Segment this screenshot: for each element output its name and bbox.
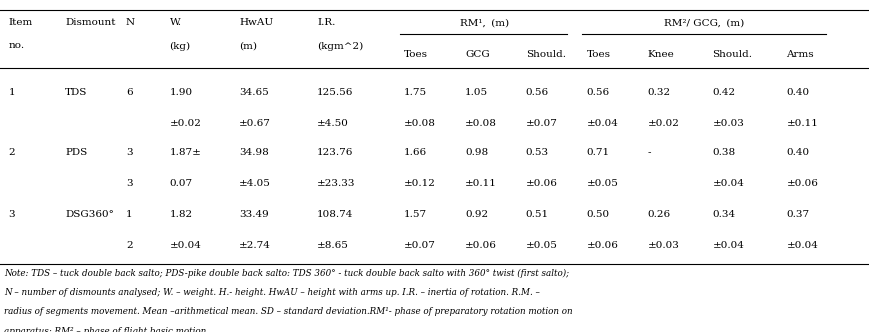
Text: Should.: Should. [526,50,566,59]
Text: 0.50: 0.50 [587,210,610,219]
Text: 0.56: 0.56 [587,88,610,97]
Text: Dismount: Dismount [65,18,116,27]
Text: ±0.08: ±0.08 [465,119,497,127]
Text: 3: 3 [126,148,133,157]
Text: ±0.08: ±0.08 [404,119,436,127]
Text: 34.65: 34.65 [239,88,269,97]
Text: ±0.05: ±0.05 [587,179,619,188]
Text: 33.49: 33.49 [239,210,269,219]
Text: 0.40: 0.40 [786,88,810,97]
Text: -: - [647,148,651,157]
Text: 0.92: 0.92 [465,210,488,219]
Text: ±0.04: ±0.04 [786,241,819,250]
Text: 108.74: 108.74 [317,210,354,219]
Text: no.: no. [9,42,25,50]
Text: 1: 1 [126,210,133,219]
Text: 0.07: 0.07 [169,179,193,188]
Text: PDS: PDS [65,148,88,157]
Text: (kgm^2): (kgm^2) [317,42,363,50]
Text: 3: 3 [126,179,133,188]
Text: 0.40: 0.40 [786,148,810,157]
Text: 0.53: 0.53 [526,148,549,157]
Text: 0.56: 0.56 [526,88,549,97]
Text: 2: 2 [126,241,133,250]
Text: ±0.04: ±0.04 [713,179,745,188]
Text: 0.32: 0.32 [647,88,671,97]
Text: Note: TDS – tuck double back salto; PDS-pike double back salto: TDS 360° - tuck : Note: TDS – tuck double back salto; PDS-… [4,269,569,278]
Text: (kg): (kg) [169,42,190,50]
Text: 1.75: 1.75 [404,88,428,97]
Text: Item: Item [9,18,33,27]
Text: apparatus; RM² – phase of flight basic motion.: apparatus; RM² – phase of flight basic m… [4,327,209,332]
Text: ±0.12: ±0.12 [404,179,436,188]
Text: 1.82: 1.82 [169,210,193,219]
Text: Should.: Should. [713,50,753,59]
Text: N: N [126,18,136,27]
Text: 123.76: 123.76 [317,148,354,157]
Text: GCG: GCG [465,50,489,59]
Text: DSG360°: DSG360° [65,210,114,219]
Text: ±0.03: ±0.03 [713,119,745,127]
Text: ±0.04: ±0.04 [713,241,745,250]
Text: 0.71: 0.71 [587,148,610,157]
Text: Arms: Arms [786,50,814,59]
Text: ±0.02: ±0.02 [169,119,202,127]
Text: 0.34: 0.34 [713,210,736,219]
Text: 3: 3 [9,210,16,219]
Text: ±0.67: ±0.67 [239,119,271,127]
Text: ±0.06: ±0.06 [786,179,819,188]
Text: ±0.03: ±0.03 [647,241,680,250]
Text: RM²/ GCG,  (m): RM²/ GCG, (m) [664,18,744,27]
Text: TDS: TDS [65,88,88,97]
Text: ±23.33: ±23.33 [317,179,355,188]
Text: ±0.06: ±0.06 [526,179,558,188]
Text: 0.38: 0.38 [713,148,736,157]
Text: ±0.04: ±0.04 [587,119,619,127]
Text: HwAU: HwAU [239,18,273,27]
Text: ±4.50: ±4.50 [317,119,349,127]
Text: I.R.: I.R. [317,18,335,27]
Text: Toes: Toes [404,50,428,59]
Text: 0.37: 0.37 [786,210,810,219]
Text: (m): (m) [239,42,257,50]
Text: 1.05: 1.05 [465,88,488,97]
Text: Knee: Knee [647,50,674,59]
Text: ±2.74: ±2.74 [239,241,271,250]
Text: 1.90: 1.90 [169,88,193,97]
Text: 1: 1 [9,88,16,97]
Text: ±0.05: ±0.05 [526,241,558,250]
Text: 1.87±: 1.87± [169,148,202,157]
Text: ±0.06: ±0.06 [465,241,497,250]
Text: ±8.65: ±8.65 [317,241,349,250]
Text: 6: 6 [126,88,133,97]
Text: 34.98: 34.98 [239,148,269,157]
Text: ±0.11: ±0.11 [465,179,497,188]
Text: 2: 2 [9,148,16,157]
Text: 1.57: 1.57 [404,210,428,219]
Text: ±0.07: ±0.07 [526,119,558,127]
Text: radius of segments movement. Mean –arithmetical mean. SD – standard deviation.RM: radius of segments movement. Mean –arith… [4,307,573,316]
Text: Toes: Toes [587,50,611,59]
Text: ±0.11: ±0.11 [786,119,819,127]
Text: ±0.02: ±0.02 [647,119,680,127]
Text: ±0.04: ±0.04 [169,241,202,250]
Text: ±0.07: ±0.07 [404,241,436,250]
Text: RM¹,  (m): RM¹, (m) [460,18,509,27]
Text: 125.56: 125.56 [317,88,354,97]
Text: N – number of dismounts analysed; W. – weight. H.- height. HwAU – height with ar: N – number of dismounts analysed; W. – w… [4,288,541,297]
Text: 0.42: 0.42 [713,88,736,97]
Text: ±4.05: ±4.05 [239,179,271,188]
Text: ±0.06: ±0.06 [587,241,619,250]
Text: 0.51: 0.51 [526,210,549,219]
Text: 0.98: 0.98 [465,148,488,157]
Text: W.: W. [169,18,182,27]
Text: 1.66: 1.66 [404,148,428,157]
Text: 0.26: 0.26 [647,210,671,219]
